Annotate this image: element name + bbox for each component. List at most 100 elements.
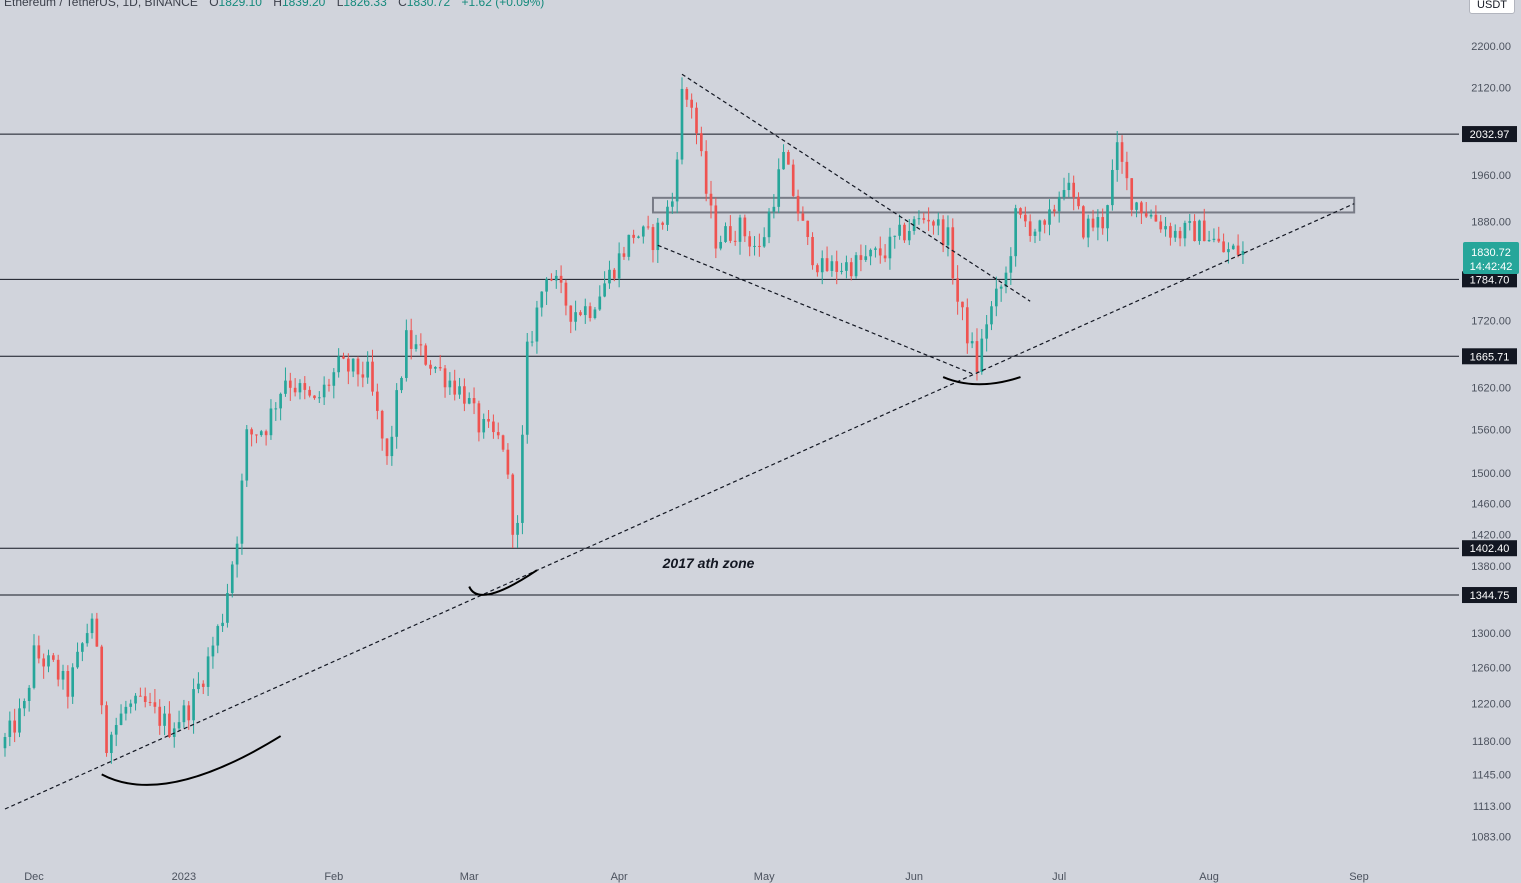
candle <box>1241 241 1245 264</box>
candle-body <box>1120 142 1124 162</box>
price-tick-label: 1720.00 <box>1471 316 1511 328</box>
candle <box>627 234 631 261</box>
candle-body <box>13 720 16 733</box>
candle <box>274 402 278 421</box>
price-tick-label: 2200.00 <box>1471 41 1511 53</box>
candle <box>893 235 897 249</box>
candle-body <box>729 226 732 241</box>
candle-body <box>153 702 157 707</box>
candle <box>980 328 984 375</box>
candle <box>327 378 331 392</box>
candle-body <box>845 262 848 271</box>
candle <box>438 354 442 371</box>
level-price-label: 2032.97 <box>1462 126 1517 143</box>
candle-body <box>1144 213 1148 217</box>
candle <box>1193 214 1196 242</box>
level-label-text: 1344.75 <box>1470 590 1510 602</box>
candle <box>622 246 626 260</box>
candle <box>429 360 432 376</box>
candle-body <box>690 99 693 108</box>
curve-arc <box>101 735 282 786</box>
candle <box>1086 214 1090 248</box>
candle <box>874 246 877 258</box>
price-tick-label: 1960.00 <box>1471 170 1511 182</box>
candle-body <box>961 301 964 308</box>
candle-body <box>95 618 99 647</box>
candle <box>1178 226 1182 247</box>
candle-body <box>76 651 79 668</box>
candle-body <box>651 227 655 251</box>
candle <box>47 649 50 673</box>
candle <box>1183 220 1187 247</box>
candle <box>501 434 505 452</box>
candle-body <box>134 695 137 704</box>
candle-body <box>148 702 152 704</box>
candle <box>907 219 911 246</box>
candle-body <box>317 397 321 399</box>
candle-body <box>917 218 921 220</box>
candle <box>806 220 810 246</box>
candle <box>467 392 471 405</box>
candle <box>366 351 369 384</box>
candle <box>206 647 210 696</box>
candle-body <box>182 705 186 723</box>
candle-body <box>37 645 41 659</box>
time-tick-label: Jun <box>905 871 923 883</box>
price-axis[interactable]: 2200.00 2120.00 1960.00 1880.00 1720.00 1620.… <box>1462 41 1519 843</box>
candle <box>777 158 781 213</box>
candle <box>506 443 510 479</box>
candle <box>559 265 563 294</box>
candle-body <box>274 408 278 410</box>
high-value: 1839.20 <box>281 0 326 9</box>
candle <box>395 383 399 449</box>
candle-body <box>1169 226 1172 238</box>
candle-body <box>1130 178 1134 210</box>
candle <box>216 624 220 654</box>
candle-body <box>230 564 234 594</box>
candle <box>235 536 239 578</box>
candle <box>211 636 215 669</box>
candle <box>443 364 447 398</box>
candle <box>221 613 224 632</box>
candle-body <box>221 622 224 627</box>
candle <box>835 250 839 285</box>
candle-body <box>1207 239 1211 242</box>
candle-body <box>835 261 839 272</box>
current-price-marker: 1830.72 14:42:42 <box>1463 241 1519 274</box>
candle <box>1033 228 1037 244</box>
candle <box>772 194 776 219</box>
candle-body <box>1004 272 1008 287</box>
level-price-label: 1665.71 <box>1462 348 1517 365</box>
candle <box>32 634 36 690</box>
candle-body <box>632 234 635 238</box>
candle <box>816 263 819 277</box>
candle <box>448 372 452 395</box>
time-tick-label: Aug <box>1199 871 1219 883</box>
candle-body <box>332 372 336 386</box>
candle-body <box>1241 250 1245 255</box>
candle-body <box>90 618 94 634</box>
candle-body <box>762 237 766 247</box>
candle-body <box>994 288 998 307</box>
candle <box>230 561 234 598</box>
candle <box>458 377 461 399</box>
candle-body <box>143 696 147 703</box>
candle <box>1067 172 1071 198</box>
symbol-header: Ethereum / TetherUS, 1D, BINANCE O1829.1… <box>4 0 544 9</box>
candle <box>917 210 921 225</box>
candle-body <box>250 429 253 435</box>
candle <box>956 265 959 315</box>
time-axis[interactable]: Dec 2023 Feb Mar Apr May Jun Jul Aug Sep <box>24 871 1369 883</box>
candle <box>1164 217 1167 237</box>
candle-body <box>975 341 979 373</box>
currency-button[interactable]: USDT <box>1469 0 1515 14</box>
annotations: 2017 ath zone <box>662 555 755 571</box>
candles <box>3 77 1245 764</box>
candle-body <box>419 344 423 346</box>
candle-body <box>898 224 901 236</box>
candle <box>758 233 761 257</box>
level-price-label: 1402.40 <box>1462 540 1517 557</box>
candle-body <box>564 282 568 306</box>
